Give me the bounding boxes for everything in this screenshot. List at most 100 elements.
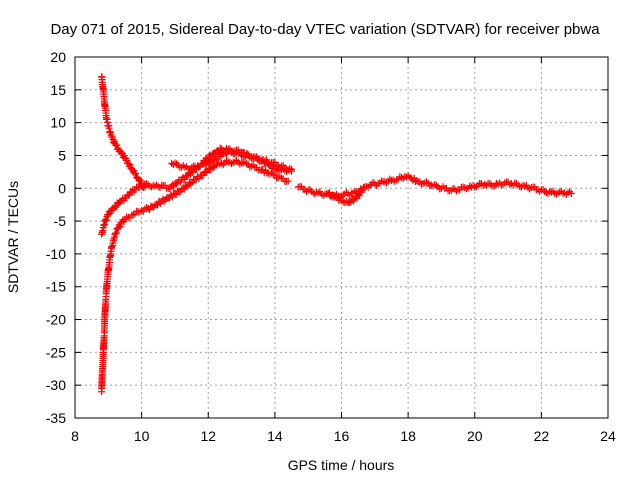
- interpolated-point: [319, 191, 327, 199]
- interpolated-point: [113, 141, 121, 149]
- interpolated-point: [102, 216, 110, 224]
- interpolated-point: [377, 177, 385, 185]
- interpolated-point: [173, 160, 181, 168]
- x-tick-label: 8: [71, 428, 79, 444]
- y-axis-label: SDTVAR / TECUs: [5, 181, 21, 293]
- data-point: [461, 184, 469, 192]
- interpolated-point: [239, 152, 247, 160]
- x-tick-label: 12: [200, 428, 216, 444]
- interpolated-point: [117, 148, 125, 156]
- interpolated-point: [132, 170, 140, 178]
- data-point: [221, 149, 229, 157]
- data-point: [111, 140, 119, 148]
- axis-ticks: 8 10 12 14 16 18 20 22 24 20 15 10 5 0 -5 -10 -15 -20 -25 -…: [46, 49, 616, 444]
- x-tick-label: 14: [267, 428, 283, 444]
- interpolated-point: [233, 157, 241, 165]
- x-tick-label: 10: [134, 428, 150, 444]
- x-tick-label: 20: [467, 428, 483, 444]
- interpolated-point: [193, 164, 201, 172]
- data-point: [501, 179, 509, 187]
- y-tick-label: 20: [50, 49, 66, 65]
- interpolated-point: [116, 223, 124, 231]
- chart-title: Day 071 of 2015, Sidereal Day-to-day VTE…: [50, 21, 600, 38]
- y-tick-label: 0: [58, 180, 66, 196]
- interpolated-point: [469, 182, 477, 190]
- data-point: [521, 182, 529, 190]
- interpolated-point: [160, 197, 168, 205]
- data-point: [111, 230, 119, 238]
- data-point: [547, 188, 555, 196]
- interpolated-point: [172, 180, 180, 188]
- interpolated-point: [413, 177, 421, 185]
- data-point: [314, 189, 322, 197]
- interpolated-point: [129, 211, 137, 219]
- data-point: [138, 207, 146, 215]
- interpolated-point: [148, 183, 156, 191]
- interpolated-point: [462, 185, 470, 193]
- y-tick-label: 10: [50, 115, 66, 131]
- interpolated-point: [169, 161, 177, 169]
- y-tick-label: 5: [58, 147, 66, 163]
- interpolated-point: [199, 159, 207, 167]
- x-tick-label: 22: [534, 428, 550, 444]
- interpolated-point: [199, 172, 207, 180]
- interpolated-point: [362, 183, 370, 191]
- interpolated-point: [422, 178, 430, 186]
- interpolated-point: [228, 160, 236, 168]
- interpolated-point: [556, 188, 564, 196]
- y-tick-label: -15: [46, 279, 66, 295]
- interpolated-point: [452, 187, 460, 195]
- data-point: [284, 177, 292, 185]
- interpolated-point: [180, 175, 188, 183]
- interpolated-point: [392, 176, 400, 184]
- x-axis-label: GPS time / hours: [288, 457, 395, 473]
- y-tick-label: 15: [50, 82, 66, 98]
- interpolated-point: [266, 160, 274, 168]
- interpolated-point: [274, 174, 282, 182]
- data-point: [181, 163, 189, 171]
- data-point: [241, 151, 249, 159]
- data-point: [567, 190, 575, 198]
- interpolated-point: [342, 197, 350, 205]
- data-point: [401, 172, 409, 180]
- interpolated-point: [187, 180, 195, 188]
- interpolated-point: [243, 160, 251, 168]
- interpolated-point: [311, 190, 319, 198]
- data-point: [211, 162, 219, 170]
- interpolated-point: [432, 182, 440, 190]
- y-tick-label: -20: [46, 312, 66, 328]
- x-tick-label: 18: [400, 428, 416, 444]
- interpolated-point: [284, 166, 292, 174]
- interpolated-point: [439, 183, 447, 191]
- x-tick-label: 16: [334, 428, 350, 444]
- data-point: [288, 165, 296, 173]
- data-points: [98, 73, 575, 396]
- grid: [75, 57, 608, 418]
- interpolated-point: [339, 198, 347, 206]
- data-point: [481, 180, 489, 188]
- data-point: [261, 157, 269, 165]
- interpolated-point: [472, 183, 480, 191]
- interpolated-point: [506, 180, 514, 188]
- data-point: [357, 188, 365, 196]
- interpolated-point: [112, 229, 120, 237]
- interpolated-point: [355, 192, 363, 200]
- data-point: [447, 186, 455, 194]
- interpolated-point: [126, 160, 134, 168]
- interpolated-point: [179, 162, 187, 170]
- y-tick-label: -10: [46, 246, 66, 262]
- y-tick-label: -25: [46, 344, 66, 360]
- data-point: [487, 181, 495, 189]
- interpolated-point: [236, 160, 244, 168]
- plot-frame: [74, 56, 609, 419]
- interpolated-point: [248, 162, 256, 170]
- y-tick-label: -30: [46, 377, 66, 393]
- interpolated-point: [223, 157, 231, 165]
- y-tick-label: -35: [46, 410, 66, 426]
- y-tick-label: -5: [54, 213, 67, 229]
- interpolated-point: [564, 189, 572, 197]
- interpolated-point: [136, 176, 144, 184]
- data-point: [138, 181, 146, 189]
- x-tick-label: 24: [600, 428, 616, 444]
